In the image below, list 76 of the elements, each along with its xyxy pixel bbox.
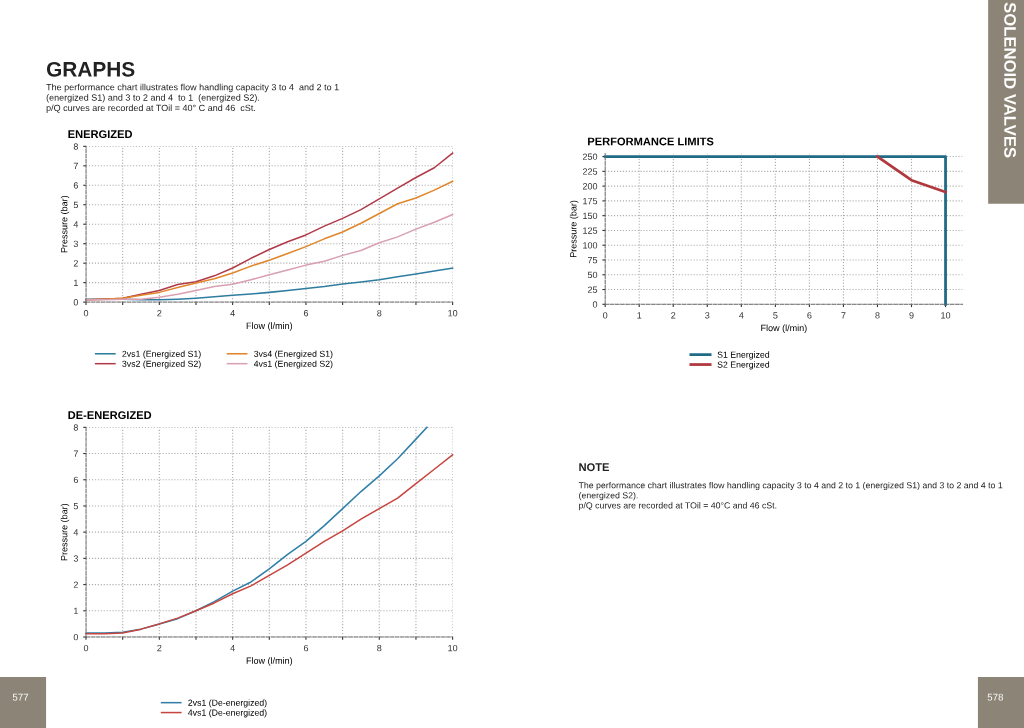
y-tick-label: 4 xyxy=(73,529,79,536)
y-tick-label: 5 xyxy=(73,201,78,209)
text: The performance chart illustrates flow handling capacity 3 to 4 and 2 to 1 (energized S1) and 3 to 2 and 4 to 1 (energized S2). p/Q curves are recorded at TOil = 40°C and 46 cSt. xyxy=(578,481,1003,511)
x-tick-label: 8 xyxy=(377,310,382,317)
text: NOTE xyxy=(579,463,609,472)
x-tick-label: 6 xyxy=(807,312,812,319)
y-tick-label: 25 xyxy=(587,286,598,293)
x-tick-label: 0 xyxy=(83,644,89,652)
text: 578 xyxy=(987,693,1004,701)
y-tick-label: 0 xyxy=(592,301,598,308)
y-tick-label: 1 xyxy=(74,607,78,615)
y-tick-label: 50 xyxy=(587,271,598,279)
y-tick-label: 7 xyxy=(73,450,78,457)
x-tick-label: 10 xyxy=(941,312,951,319)
y-tick-label: 7 xyxy=(73,162,78,170)
x-tick-label: 2 xyxy=(157,310,162,317)
text: GRAPHS xyxy=(46,61,135,77)
x-tick-label: 8 xyxy=(377,644,382,652)
y-tick-label: 75 xyxy=(587,257,598,264)
x-tick-label: 0 xyxy=(603,312,608,319)
legend-label: 4vs1 (Energized S2) xyxy=(253,360,333,369)
text: 577 xyxy=(12,693,29,701)
y-tick-label: 3 xyxy=(73,240,78,248)
y-tick-label: 2 xyxy=(73,260,78,267)
x-tick-label: 6 xyxy=(303,310,309,317)
y-tick-label: 250 xyxy=(582,153,598,160)
y-tick-label: 8 xyxy=(73,143,78,150)
x-tick-label: 10 xyxy=(448,310,458,317)
y-axis-title: Pressure (bar) xyxy=(60,195,70,253)
legend-label: S2 Energized xyxy=(717,361,770,370)
legend-label: 2vs1 (Energized S1) xyxy=(122,350,201,359)
x-tick-label: 1 xyxy=(637,312,642,319)
text: SOLENOID VALVES xyxy=(1004,2,1016,158)
x-tick-label: 4 xyxy=(230,310,235,317)
x-tick-label: 2 xyxy=(157,644,162,652)
legend-label: 3vs4 (Energized S1) xyxy=(254,350,333,359)
y-axis-title: Pressure (bar) xyxy=(60,503,70,561)
x-tick-label: 5 xyxy=(773,312,778,319)
x-tick-label: 0 xyxy=(83,310,89,317)
y-tick-label: 150 xyxy=(583,212,598,220)
y-tick-label: 200 xyxy=(582,183,598,190)
y-tick-label: 3 xyxy=(73,555,78,562)
x-tick-label: 8 xyxy=(875,312,880,319)
y-axis-title: Pressure (bar) xyxy=(569,200,579,258)
x-axis-title: Flow (l/min) xyxy=(246,657,293,666)
y-tick-label: 5 xyxy=(73,503,78,510)
legend-label: 3vs2 (Energized S2) xyxy=(122,360,201,369)
y-tick-label: 2 xyxy=(73,581,78,588)
y-tick-label: 6 xyxy=(73,476,78,484)
y-tick-label: 0 xyxy=(73,633,79,641)
legend-label: 2vs1 (De-energized) xyxy=(188,699,267,708)
x-tick-label: 7 xyxy=(841,312,846,319)
x-tick-label: 4 xyxy=(230,644,235,652)
y-tick-label: 125 xyxy=(583,227,598,234)
x-tick-label: 4 xyxy=(739,312,744,319)
legend-label: 4vs1 (De-energized) xyxy=(188,709,267,718)
x-tick-label: 3 xyxy=(705,312,710,319)
y-tick-label: 225 xyxy=(582,168,598,175)
y-tick-label: 175 xyxy=(583,197,598,205)
y-tick-label: 1 xyxy=(74,279,78,286)
x-tick-label: 6 xyxy=(303,644,309,652)
x-tick-label: 10 xyxy=(448,644,458,652)
x-axis-title: Flow (l/min) xyxy=(761,324,807,333)
text: The performance chart illustrates flow handling capacity 3 to 4 and 2 to 1 (energized S1) and 3 to 2 and 4 to 1 (energized S2). p/Q curves are recorded at TOil = 40° C and 46 cSt. xyxy=(46,83,339,113)
x-tick-label: 2 xyxy=(671,312,676,319)
y-tick-label: 6 xyxy=(73,182,78,189)
y-tick-label: 100 xyxy=(583,242,598,249)
chart-title: PERFORMANCE LIMITS xyxy=(588,137,714,146)
x-axis-title: Flow (l/min) xyxy=(246,322,293,331)
y-tick-label: 8 xyxy=(73,424,78,431)
chart-title: DE-ENERGIZED xyxy=(68,411,152,420)
y-tick-label: 0 xyxy=(73,299,79,306)
legend-label: S1 Energized xyxy=(717,351,770,360)
x-tick-label: 9 xyxy=(909,312,914,319)
y-tick-label: 4 xyxy=(73,221,79,228)
chart-title: ENERGIZED xyxy=(68,130,133,139)
